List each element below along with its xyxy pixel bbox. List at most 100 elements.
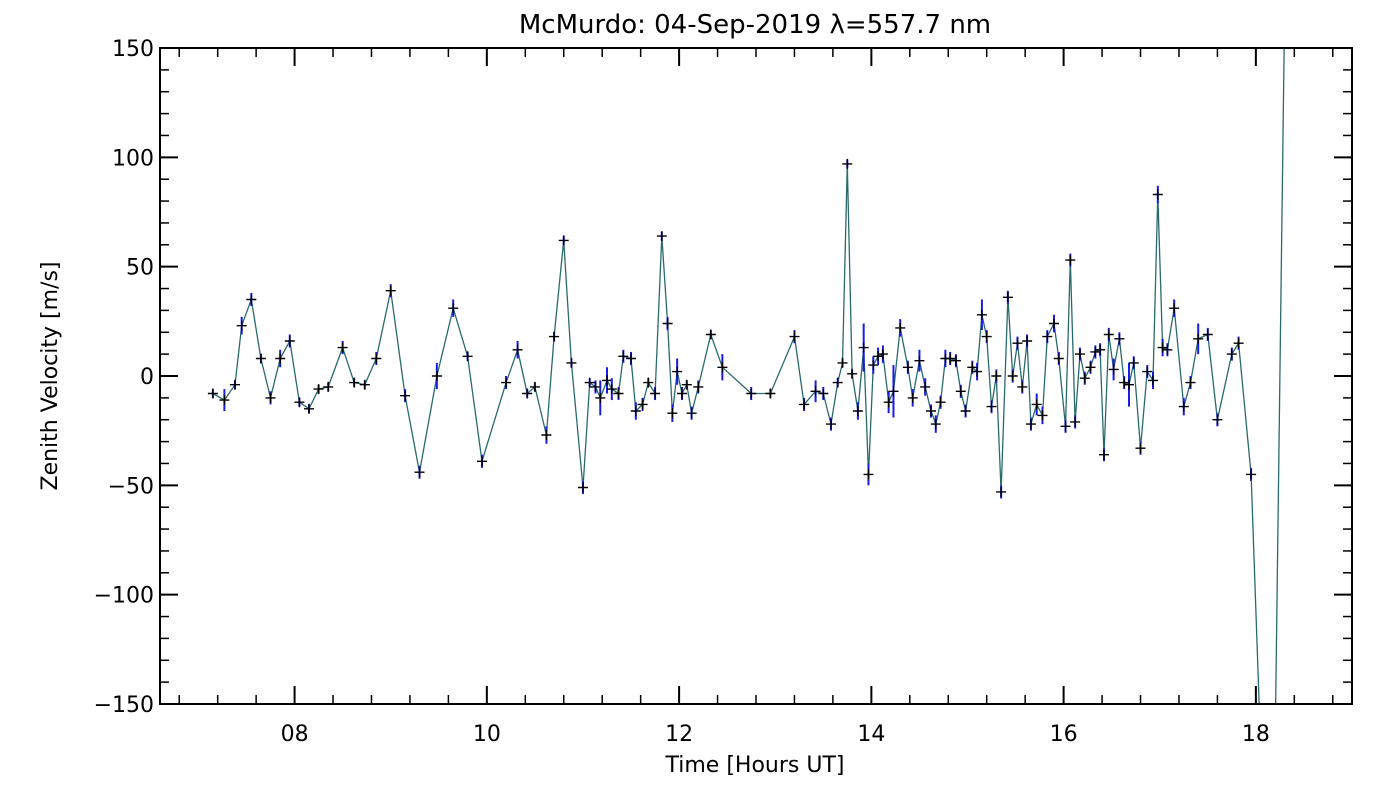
data-point [960, 406, 971, 416]
data-point [1157, 342, 1168, 353]
data-point [1108, 364, 1119, 375]
data-point [246, 294, 257, 305]
data-point [1152, 189, 1163, 200]
data-point [976, 309, 987, 320]
data-point [313, 384, 324, 395]
data-point [1233, 338, 1244, 349]
x-tick-label: 18 [1242, 722, 1270, 747]
data-point [1017, 381, 1028, 392]
data-point [996, 486, 1007, 497]
data-point [230, 379, 240, 390]
data-point [275, 353, 286, 364]
y-tick-label: −100 [94, 584, 154, 609]
data-point [590, 381, 601, 392]
data-point [1022, 336, 1033, 346]
data-point [863, 469, 874, 480]
x-tick-label: 08 [281, 722, 309, 747]
data-point [602, 375, 612, 386]
data-point [1002, 292, 1013, 303]
data-point [637, 399, 648, 410]
data-point [522, 388, 533, 399]
x-tick-label: 14 [857, 722, 885, 747]
x-tick-label: 12 [665, 722, 693, 747]
data-point [1012, 338, 1023, 349]
chart-title: McMurdo: 04-Sep-2019 λ=557.7 nm [519, 10, 991, 40]
data-point [549, 331, 560, 342]
data-point [255, 353, 266, 364]
data-point [1007, 371, 1018, 381]
data-point [1185, 377, 1196, 388]
data-point [529, 381, 540, 392]
data-point [578, 482, 588, 493]
y-tick-label: 100 [112, 146, 154, 171]
data-point [323, 381, 334, 392]
data-point [1202, 329, 1213, 340]
data-point [219, 395, 230, 406]
data-point [852, 406, 863, 416]
data-point [895, 322, 906, 333]
y-tick-label: 50 [126, 256, 154, 281]
data-point [907, 392, 918, 403]
data-point [920, 381, 931, 392]
data-point [1135, 443, 1146, 454]
data-point [1226, 349, 1237, 360]
data-point [662, 318, 673, 329]
data-point [630, 406, 641, 416]
data-point [1169, 303, 1180, 314]
data-point [236, 320, 247, 331]
data-point [1060, 421, 1071, 432]
data-point [873, 351, 884, 362]
data-point [981, 331, 992, 342]
data-point [868, 360, 879, 371]
data-point [613, 388, 624, 399]
data-point [359, 379, 370, 390]
plot-area [207, 48, 1285, 753]
data-point [626, 353, 636, 364]
data-point [1075, 349, 1085, 360]
data-point [1114, 333, 1125, 344]
data-point [606, 384, 617, 395]
data-point [1212, 414, 1223, 425]
data-point [643, 377, 654, 388]
data-point [431, 371, 442, 381]
data-point [265, 392, 276, 403]
y-axis-title: Zenith Velocity [m/s] [38, 262, 63, 491]
data-point [991, 371, 1002, 381]
data-point [1079, 373, 1090, 384]
data-point [986, 401, 997, 412]
data-point [595, 392, 606, 403]
data-point [1270, 743, 1280, 753]
y-tick-label: 0 [140, 365, 154, 390]
data-point [512, 344, 523, 355]
data-point [1090, 346, 1101, 357]
data-point [799, 399, 810, 410]
data-point [448, 303, 459, 314]
data-point [842, 158, 853, 169]
data-point [667, 408, 678, 419]
data-point [888, 386, 899, 397]
axis-ticks: −150 −100 −50 0 50 100 150 08 10 12 14 16 18 [94, 37, 1352, 747]
data-point [1246, 469, 1257, 480]
data-point [926, 406, 936, 416]
x-tick-label: 10 [473, 722, 501, 747]
data-point [705, 329, 716, 340]
x-axis-title: Time [Hours UT] [665, 753, 845, 778]
data-point [832, 377, 843, 388]
data-point [930, 419, 941, 430]
data-point [1049, 318, 1059, 329]
data-point [1128, 357, 1139, 368]
data-point [462, 351, 473, 362]
data-point [818, 388, 829, 399]
data-point [935, 397, 946, 408]
data-point [847, 368, 858, 379]
data-point [914, 355, 925, 366]
data-point [945, 353, 956, 364]
data-point [1178, 401, 1189, 412]
data-point [717, 362, 728, 373]
data-point [858, 342, 869, 353]
data-point [877, 349, 888, 360]
data-point [765, 388, 776, 399]
data-point [618, 351, 629, 362]
data-point [1025, 419, 1036, 430]
